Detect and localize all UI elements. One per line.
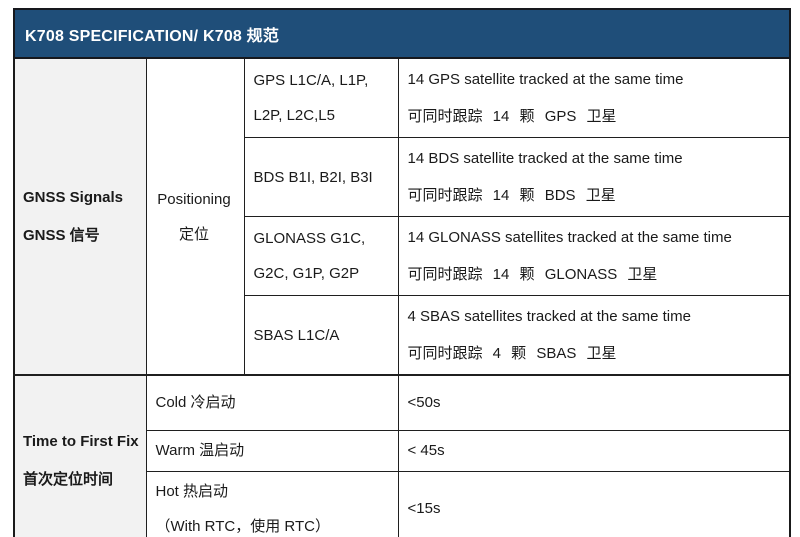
spec-table: K708 SPECIFICATION/ K708 规范 GNSS Signals… <box>13 8 791 537</box>
positioning-label-zh: 定位 <box>178 225 209 243</box>
signal-text: GLONASS G1C, <box>253 230 366 247</box>
signal-text: BDS B1I, B2I, B3I <box>253 168 373 186</box>
desc-cell-bds: 14 BDS satellite tracked at the same tim… <box>397 137 791 217</box>
positioning-label-cell: Positioning 定位 <box>145 57 245 376</box>
desc-cell-gps: 14 GPS satellite tracked at the same tim… <box>397 57 791 138</box>
condition-text: Cold 冷启动 <box>155 394 236 412</box>
signal-text: SBAS L1C/A <box>253 326 340 344</box>
desc-text-zh: 可同时跟踪 14 颗 BDS 卫星 <box>407 187 616 204</box>
table-row: Warm 温启动 < 45s <box>14 429 791 472</box>
value-text: <50s <box>407 394 441 412</box>
table-row: Time to First Fix 首次定位时间 Cold 冷启动 <50s <box>13 374 791 537</box>
gnss-signals-label-cell: GNSS Signals GNSS 信号 <box>13 57 147 376</box>
desc-text-en: 4 SBAS satellites tracked at the same ti… <box>407 308 691 325</box>
value-cell-warm: < 45s <box>397 429 791 472</box>
desc-text-en: 14 GLONASS satellites tracked at the sam… <box>407 229 732 246</box>
desc-text-zh: 可同时跟踪 14 颗 GLONASS 卫星 <box>407 266 658 283</box>
ttff-label-en: Time to First Fix <box>23 433 139 450</box>
desc-text-zh: 可同时跟踪 14 颗 GPS 卫星 <box>407 108 617 125</box>
value-text: < 45s <box>407 442 445 459</box>
table-row: SBAS L1C/A 4 SBAS satellites tracked at … <box>14 295 791 376</box>
condition-cell-warm: Warm 温启动 <box>145 429 399 472</box>
value-cell-hot: <15s <box>397 470 791 537</box>
table-row: GLONASS G1C, G2C, G1P, G2P 14 GLONASS sa… <box>14 216 791 296</box>
positioning-label-en: Positioning <box>157 190 231 208</box>
signal-text: L2P, L2C,L5 <box>253 107 335 124</box>
table-row: Hot 热启动 （With RTC，使用 RTC） <15s <box>14 470 791 537</box>
desc-cell-sbas: 4 SBAS satellites tracked at the same ti… <box>397 295 791 376</box>
signal-cell-glonass: GLONASS G1C, G2C, G1P, G2P <box>243 216 399 296</box>
signal-text: G2C, G1P, G2P <box>253 265 360 282</box>
table-title: K708 SPECIFICATION/ K708 规范 <box>13 8 791 59</box>
signal-cell-bds: BDS B1I, B2I, B3I <box>243 137 399 217</box>
table-row: GNSS Signals GNSS 信号 Positioning 定位 GPS … <box>13 57 791 376</box>
condition-cell-cold: Cold 冷启动 <box>145 374 399 431</box>
condition-text: Warm 温启动 <box>155 442 245 459</box>
desc-text-zh: 可同时跟踪 4 颗 SBAS 卫星 <box>407 345 617 362</box>
condition-cell-hot: Hot 热启动 （With RTC，使用 RTC） <box>145 470 399 537</box>
gnss-signals-label-zh: GNSS 信号 <box>23 226 100 244</box>
value-text: <15s <box>407 500 441 517</box>
signal-cell-sbas: SBAS L1C/A <box>243 295 399 376</box>
value-cell-cold: <50s <box>397 374 791 431</box>
table-header-row: K708 SPECIFICATION/ K708 规范 <box>13 8 791 59</box>
ttff-label-zh: 首次定位时间 <box>23 471 114 488</box>
signal-cell-gps: GPS L1C/A, L1P, L2P, L2C,L5 <box>243 57 399 138</box>
condition-text: Hot 热启动 <box>155 482 229 500</box>
desc-cell-glonass: 14 GLONASS satellites tracked at the sam… <box>397 216 791 296</box>
gnss-signals-label-en: GNSS Signals <box>23 188 124 206</box>
signal-text: GPS L1C/A, L1P, <box>253 72 369 89</box>
ttff-label-cell: Time to First Fix 首次定位时间 <box>13 374 147 537</box>
table-row: BDS B1I, B2I, B3I 14 BDS satellite track… <box>14 137 791 217</box>
condition-text: （With RTC，使用 RTC） <box>155 517 330 535</box>
desc-text-en: 14 GPS satellite tracked at the same tim… <box>407 71 684 88</box>
desc-text-en: 14 BDS satellite tracked at the same tim… <box>407 150 683 167</box>
